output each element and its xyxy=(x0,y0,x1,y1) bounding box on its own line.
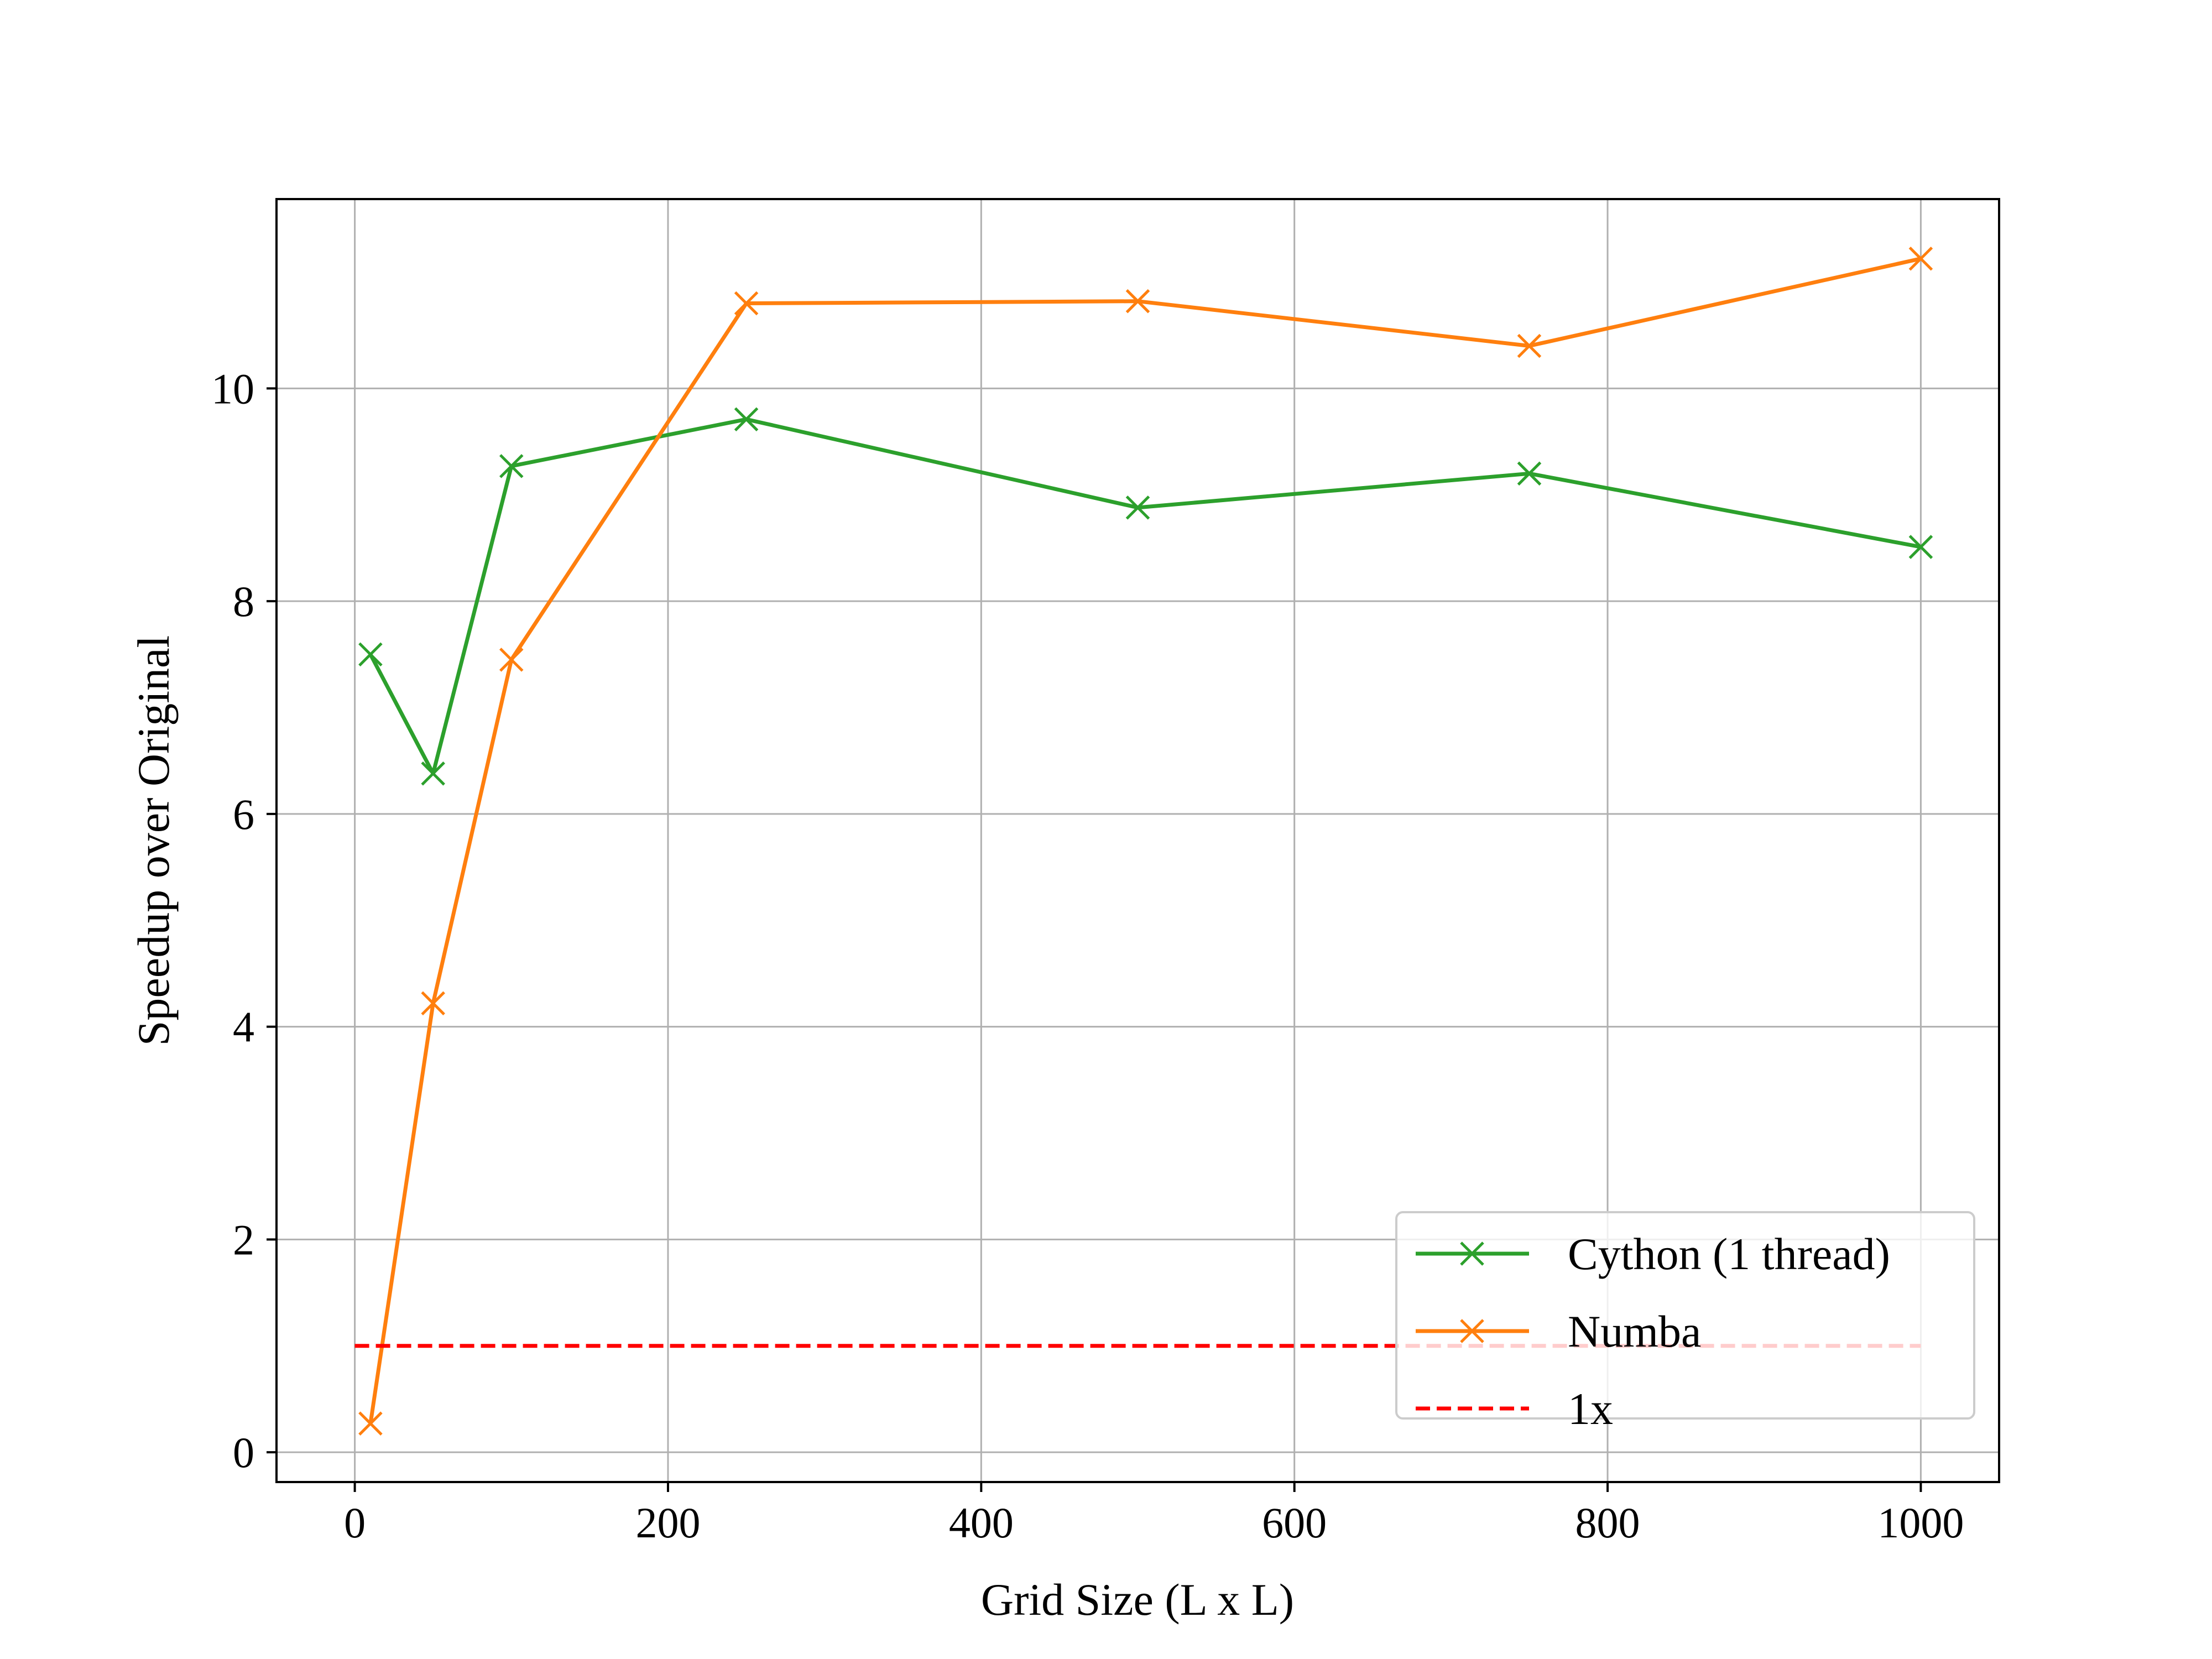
data-point-cython-1-thread xyxy=(499,454,524,478)
series-line-cython-1-thread xyxy=(368,417,1922,776)
legend-label: 1x xyxy=(1568,1384,1613,1434)
y-tick-label: 4 xyxy=(233,1003,254,1051)
x-tick-label: 200 xyxy=(635,1499,700,1547)
y-tick-label: 10 xyxy=(211,364,254,413)
data-point-cython-1-thread xyxy=(358,642,383,667)
legend-box xyxy=(1395,1211,1975,1420)
legend-entry-1x: 1x xyxy=(1416,1384,1613,1434)
x-tick-label: 0 xyxy=(344,1499,366,1547)
legend-label: Numba xyxy=(1568,1306,1701,1357)
data-point-cython-1-thread xyxy=(1517,461,1542,486)
data-point-cython-1-thread xyxy=(1908,535,1933,559)
y-tick-label: 0 xyxy=(233,1428,254,1477)
x-tick-label: 400 xyxy=(949,1499,1014,1547)
data-point-numba xyxy=(499,648,524,672)
data-point-numba xyxy=(1517,333,1542,358)
grid-lines xyxy=(276,199,1999,1482)
legend: Cython (1 thread) Numba 1x xyxy=(1395,1211,1975,1434)
data-point-cython-1-thread xyxy=(1125,495,1150,520)
data-point-cython-1-thread xyxy=(421,761,445,786)
x-axis-label: Grid Size (L x L) xyxy=(981,1574,1294,1625)
x-tick-label: 600 xyxy=(1262,1499,1327,1547)
legend-marker xyxy=(1460,1241,1484,1266)
y-tick-label: 6 xyxy=(233,790,254,838)
y-tick-label: 8 xyxy=(233,577,254,625)
data-point-numba xyxy=(421,991,445,1016)
y-tick-label: 2 xyxy=(233,1215,254,1264)
x-tick-label: 1000 xyxy=(1877,1499,1964,1547)
legend-label: Cython (1 thread) xyxy=(1568,1229,1890,1279)
y-axis-label: Speedup over Original xyxy=(128,635,179,1046)
x-tick-label: 800 xyxy=(1575,1499,1640,1547)
data-point-numba xyxy=(1908,246,1933,271)
data-point-numba xyxy=(734,291,759,316)
axis-ticks: 0 200 400 600 800 1000 0 2 4 6 8 10 xyxy=(211,364,1964,1547)
legend-entry-numba: Numba xyxy=(1416,1306,1701,1357)
legend-marker xyxy=(1460,1319,1484,1343)
data-point-numba xyxy=(358,1411,383,1436)
plot-frame xyxy=(275,198,2000,1483)
data-point-numba xyxy=(1125,289,1150,314)
data-point-cython-1-thread xyxy=(734,407,759,431)
legend-entry-cython-1-thread: Cython (1 thread) xyxy=(1416,1229,1890,1279)
